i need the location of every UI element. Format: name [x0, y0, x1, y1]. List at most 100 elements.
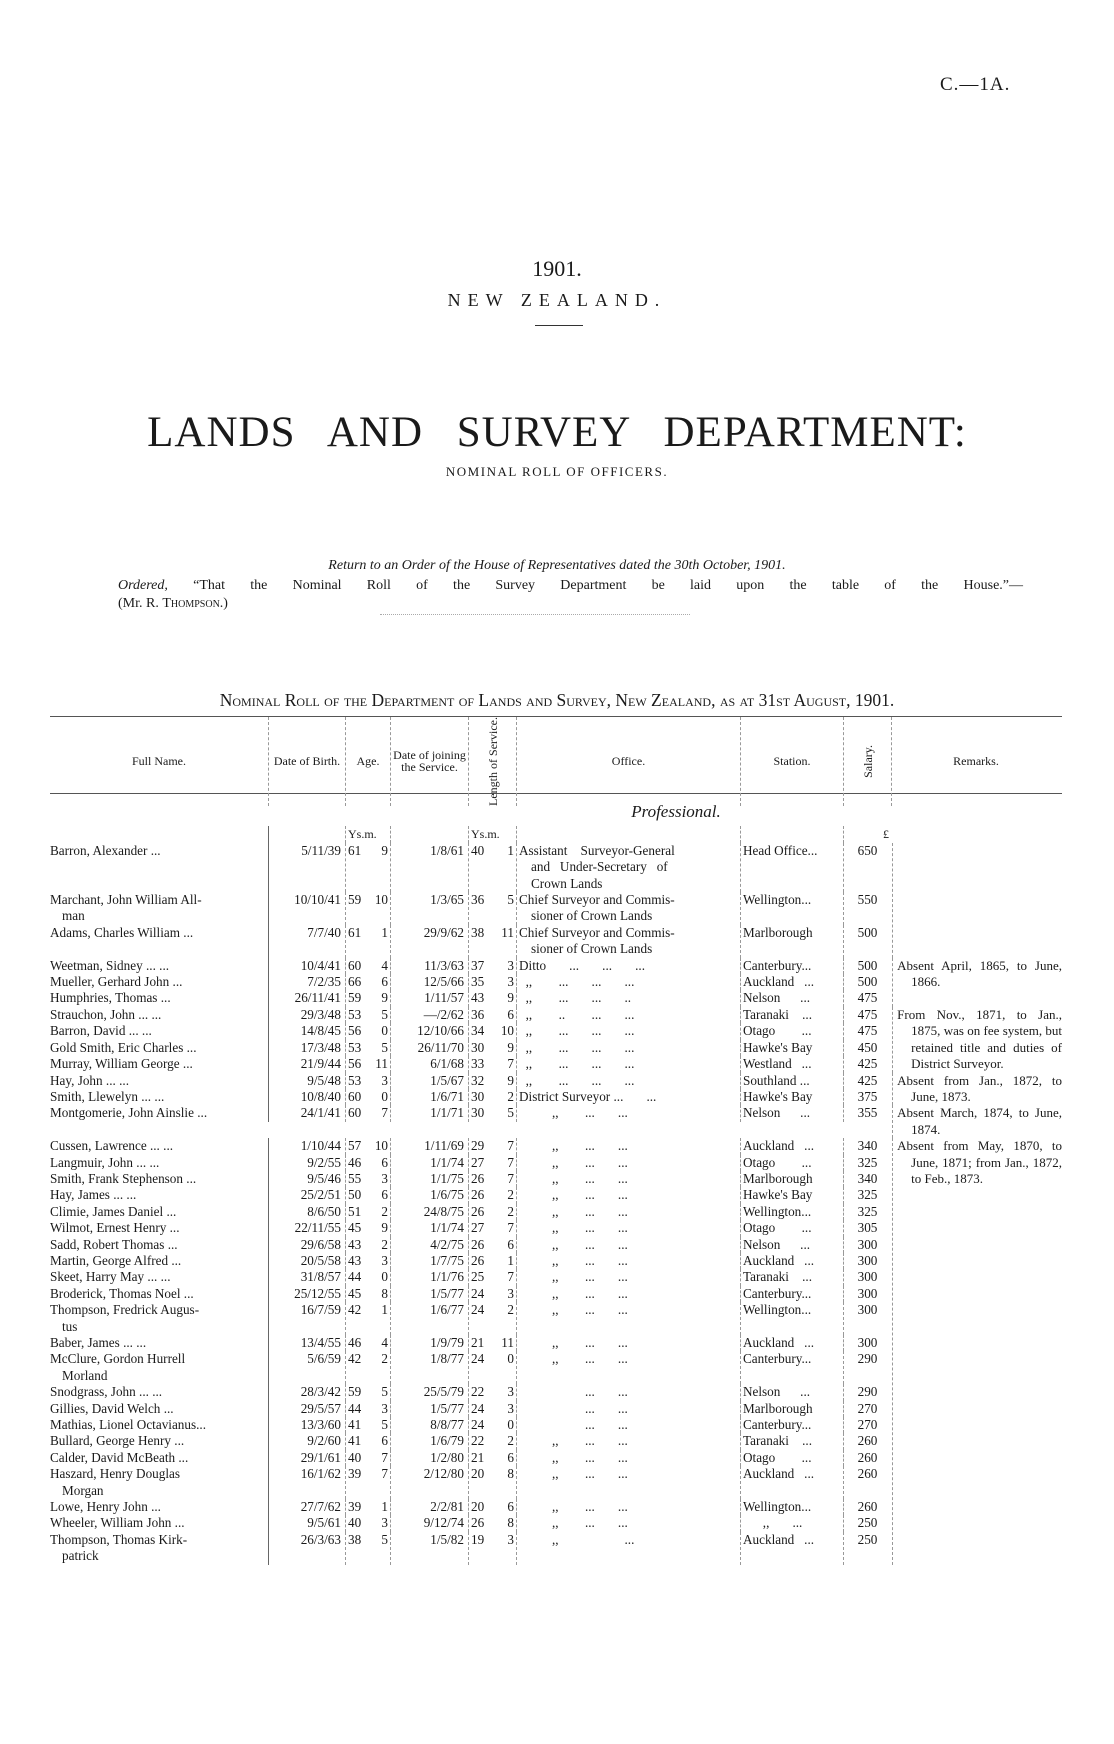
cell-age-months: 2 [381, 1351, 388, 1367]
table-row: Murray, William George ... 21/9/44 56 11 6/1… [50, 1056, 892, 1073]
cell-age-years: 61 [345, 842, 370, 893]
cell-office: ,, ... ... .. [516, 990, 740, 1007]
cell-date-of-birth: 10/8/40 [268, 1088, 345, 1106]
cell-office: ,, ... ... [516, 1499, 740, 1516]
remarks-cell: Absent from Jan., 1872, to June, 1873. [892, 1072, 1062, 1106]
cell-salary: 300 [843, 1335, 891, 1352]
cell-date-of-birth: 13/4/55 [268, 1335, 345, 1352]
cell-date-joined: 1/7/75 [390, 1252, 468, 1270]
col-remarks: Remarks. [891, 717, 1060, 806]
cell-age-months: 11 [375, 1056, 388, 1072]
cell-station: Canterbury... [740, 1285, 843, 1303]
cell-service-years: 22 [468, 1433, 494, 1450]
cell-salary: 290 [843, 1384, 891, 1401]
cell-office: Chief Surveyor and Commis- sioner of Cro… [516, 924, 740, 958]
cell-service-years: 26 [468, 1170, 494, 1188]
cell-date-joined: 1/9/79 [390, 1335, 468, 1352]
col-station: Station. [740, 717, 843, 806]
cell-service-years: 26 [468, 1252, 494, 1270]
cell-station: Southland ... [740, 1072, 843, 1089]
table-row: Wilmot, Ernest Henry ... 22/11/55 45 9 1/1/7… [50, 1220, 892, 1237]
cell-station: Nelson ... [740, 1236, 843, 1253]
cell-station: Wellington... [740, 1302, 843, 1335]
cell-date-joined: 2/12/80 [390, 1466, 468, 1500]
length-unit: Ys.m. [468, 826, 516, 843]
nominal-roll-table: Full Name. Date of Birth. Age. Date of j… [50, 716, 1062, 1565]
cell-date-of-birth: 10/4/41 [268, 957, 345, 975]
cell-age-years: 55 [345, 1170, 370, 1188]
cell-date-of-birth: 14/8/45 [268, 1023, 345, 1040]
cell-full-name: Mathias, Lionel Octavianus... [50, 1417, 207, 1433]
cell-age-months: 5 [381, 1384, 388, 1400]
cell-station: Canterbury... [740, 1417, 843, 1434]
cell-age-months: 8 [381, 1285, 388, 1301]
cell-date-joined: 11/3/63 [390, 957, 468, 975]
table-row: Sadd, Robert Thomas ... 29/6/58 43 2 4/2/75 2… [50, 1236, 892, 1253]
cell-office: ,, ... ... ... [516, 1039, 740, 1057]
cell-date-of-birth: 29/6/58 [268, 1236, 345, 1253]
cell-date-of-birth: 17/3/48 [268, 1039, 345, 1057]
cell-full-name: McClure, Gordon Hurrell Morland [50, 1351, 186, 1383]
table-row: Skeet, Harry May ... ... 31/8/57 44 0 1/1/76… [50, 1269, 892, 1286]
cell-service-months: 5 [507, 1105, 514, 1121]
table-row: Smith, Llewelyn ... ... 10/8/40 60 0 1/6/71 3… [50, 1088, 892, 1106]
cell-service-years: 24 [468, 1417, 494, 1434]
cell-service-months: 5 [507, 892, 514, 908]
cell-age-years: 40 [345, 1515, 370, 1532]
cell-date-of-birth: 31/8/57 [268, 1269, 345, 1286]
cell-date-of-birth: 9/5/46 [268, 1170, 345, 1188]
cell-date-joined: 1/11/69 [390, 1138, 468, 1155]
table-row: Baber, James ... ... 13/4/55 46 4 1/9/79 21 11… [50, 1335, 892, 1352]
cell-full-name: Mueller, Gerhard John ... [50, 974, 183, 990]
table-row: Thompson, Thomas Kirk- patrick 26/3/63 38 5… [50, 1531, 892, 1565]
cell-date-joined: 24/8/75 [390, 1203, 468, 1221]
table-row: Marchant, John William All- man 10/10/41 5… [50, 892, 892, 925]
cell-service-months: 1 [507, 1252, 514, 1268]
col-length-label: Length of Service. [485, 717, 500, 806]
col-office: Office. [516, 717, 740, 806]
col-date-joined: Date of joining the Service. [390, 717, 468, 806]
row-group: Montgomerie, John Ainslie ... 24/1/41 60 7 1… [50, 1105, 1062, 1139]
cell-date-joined: 1/3/65 [390, 892, 468, 925]
section-heading: Professional. [631, 802, 721, 821]
table-body: Barron, Alexander ... 5/11/39 61 9 1/8/61 40 1… [50, 842, 1062, 1565]
mover-name: Thompson [162, 596, 220, 611]
cell-age-months: 3 [381, 1515, 388, 1531]
cell-station: Auckland ... [740, 1252, 843, 1270]
cell-service-years: 33 [468, 1056, 494, 1073]
cell-office: ,, ... ... [516, 1203, 740, 1221]
cell-full-name: Marchant, John William All- man [50, 892, 202, 924]
cell-station: Auckland ... [740, 974, 843, 991]
cell-office: ,, ... ... [516, 1236, 740, 1253]
cell-salary: 325 [843, 1187, 891, 1204]
cell-date-of-birth: 13/3/60 [268, 1417, 345, 1434]
cell-date-joined: 1/1/76 [390, 1269, 468, 1286]
cell-date-of-birth: 25/12/55 [268, 1285, 345, 1303]
cell-date-of-birth: 26/11/41 [268, 990, 345, 1007]
cell-office: ,, ... ... [516, 1154, 740, 1171]
cell-full-name: Cussen, Lawrence ... ... [50, 1138, 174, 1154]
cell-station: Head Office... [740, 842, 843, 893]
cell-age-months: 1 [381, 1302, 388, 1318]
cell-service-months: 9 [507, 990, 514, 1006]
col-salary-label: Salary. [860, 745, 875, 778]
cell-service-years: 25 [468, 1269, 494, 1286]
table-row: Weetman, Sidney ... ... 10/4/41 60 4 11/3/63… [50, 957, 892, 975]
cell-full-name: Wilmot, Ernest Henry ... [50, 1220, 180, 1236]
cell-station: Marlborough [740, 924, 843, 958]
cell-service-months: 2 [507, 1088, 514, 1104]
order-statement: Ordered, “That the Nominal Roll of the S… [118, 578, 1023, 594]
cell-full-name: Hay, James ... ... [50, 1187, 137, 1203]
cell-age-years: 66 [345, 974, 370, 991]
table-row: Cussen, Lawrence ... ... 1/10/44 57 10 1/11/… [50, 1138, 892, 1155]
cell-service-months: 3 [507, 1400, 514, 1416]
cell-age-years: 56 [345, 1056, 370, 1073]
cell-age-years: 51 [345, 1203, 370, 1221]
cell-service-years: 24 [468, 1302, 494, 1335]
cell-date-joined: 1/1/71 [390, 1105, 468, 1122]
cell-salary: 290 [843, 1351, 891, 1385]
age-unit: Ys.m. [345, 826, 390, 843]
cell-office: ... ... [516, 1400, 740, 1418]
cell-age-years: 56 [345, 1023, 370, 1040]
cell-salary: 375 [843, 1088, 891, 1106]
